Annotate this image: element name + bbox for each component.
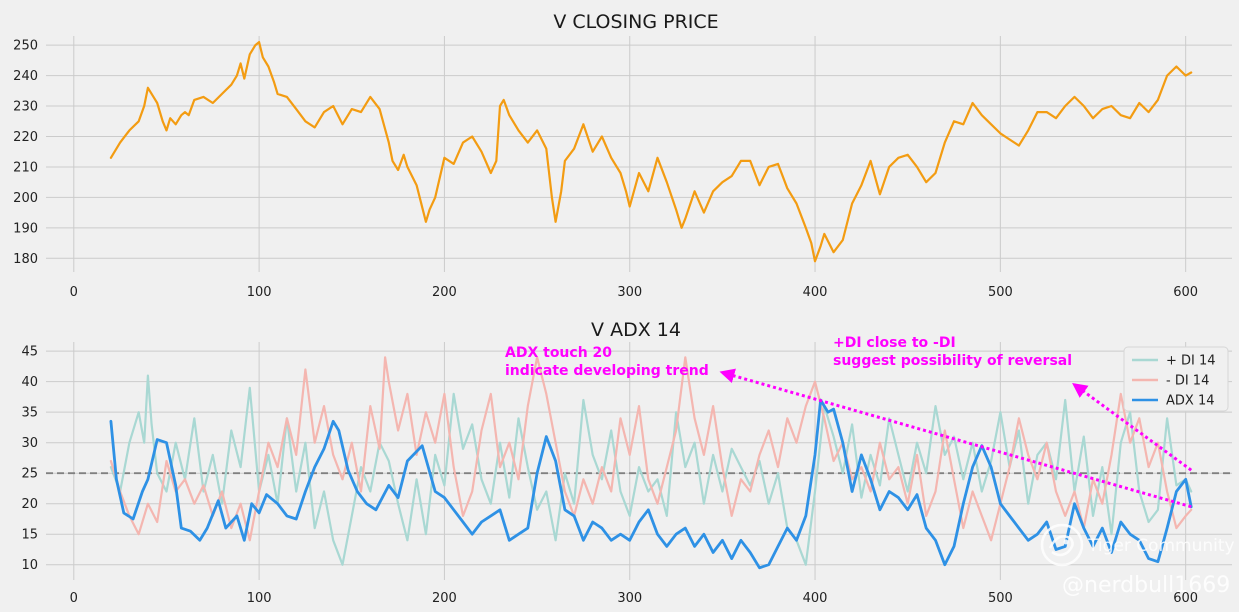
adx-x-tick-label-2: 200 <box>432 591 457 606</box>
watermark-brand: Tiger Community <box>1087 536 1235 556</box>
closing-price-title: V CLOSING PRICE <box>553 11 718 33</box>
closing-price-series <box>109 40 1193 263</box>
adx-legend: + DI 14 - DI 14 ADX 14 <box>1123 346 1229 412</box>
closing-price-y-tick-label-4: 220 <box>13 130 38 145</box>
adx-y-tick-label-0: 10 <box>21 558 38 573</box>
closing-price-x-tick-label-3: 300 <box>617 285 642 300</box>
closing-price-y-tick-label-3: 210 <box>13 160 38 175</box>
closing-price-x-tick-label-5: 500 <box>988 285 1013 300</box>
closing-price-x-tick-label-6: 600 <box>1173 285 1198 300</box>
watermark: Tiger Community @nerdbull1669 <box>1040 523 1235 598</box>
annotation-di-line2: suggest possibility of reversal <box>833 353 1072 369</box>
adx-y-tick-label-1: 15 <box>21 528 38 543</box>
tiger-logo-icon <box>1040 523 1084 567</box>
adx-legend-label-0: + DI 14 <box>1166 354 1216 369</box>
adx-x-tick-label-3: 300 <box>617 591 642 606</box>
annotation-di-close: +DI close to -DI suggest possibility of … <box>833 335 1072 369</box>
closing-price-x-tick-label-1: 100 <box>247 285 272 300</box>
closing-price-chart: V CLOSING PRICE 0 100 200 300 400 500 600 180 19… <box>13 11 1232 300</box>
closing-price-x-tick-label-4: 400 <box>803 285 828 300</box>
adx-series <box>46 356 1232 570</box>
annotations: ADX touch 20 indicate developing trend +… <box>505 335 1193 509</box>
adx-legend-label-2: ADX 14 <box>1166 394 1214 409</box>
annotation-arrow-1 <box>1072 382 1193 472</box>
annotation-adx-line2: indicate developing trend <box>505 363 709 379</box>
annotation-di-line1: +DI close to -DI <box>833 335 956 351</box>
closing-price-series-line-0 <box>109 40 1193 263</box>
closing-price-x-tick-label-2: 200 <box>432 285 457 300</box>
adx-chart: V ADX 14 0 100 200 300 400 500 600 10 15 20 25 30 35… <box>21 319 1232 606</box>
adx-y-tick-label-2: 20 <box>21 497 38 512</box>
adx-title: V ADX 14 <box>591 319 681 341</box>
watermark-handle: @nerdbull1669 <box>1062 573 1230 598</box>
closing-price-y-tick-label-5: 230 <box>13 100 38 115</box>
annotation-adx-line1: ADX touch 20 <box>505 345 612 361</box>
adx-y-tick-label-3: 25 <box>21 467 38 482</box>
adx-y-tick-label-6: 40 <box>21 375 38 390</box>
closing-price-x-tick-label-0: 0 <box>70 285 78 300</box>
adx-series-line-2 <box>109 398 1193 570</box>
closing-price-grid <box>46 36 1232 272</box>
closing-price-y-tick-label-7: 250 <box>13 39 38 54</box>
closing-price-y-tick-label-2: 200 <box>13 191 38 206</box>
closing-price-ticks: 0 100 200 300 400 500 600 180 190 200 210 220 230 240… <box>13 39 1198 300</box>
adx-ticks: 0 100 200 300 400 500 600 10 15 20 25 30 35 40 45 <box>21 345 1198 606</box>
adx-legend-box <box>1123 346 1229 412</box>
annotation-arrows <box>719 368 1193 509</box>
adx-y-tick-label-7: 45 <box>21 345 38 360</box>
adx-x-tick-label-0: 0 <box>70 591 78 606</box>
closing-price-y-tick-label-6: 240 <box>13 69 38 84</box>
adx-x-tick-label-5: 500 <box>988 591 1013 606</box>
adx-x-tick-label-1: 100 <box>247 591 272 606</box>
adx-x-tick-label-4: 400 <box>803 591 828 606</box>
adx-x-tick-label-6: 600 <box>1173 591 1198 606</box>
annotation-adx-touch-20: ADX touch 20 indicate developing trend <box>505 345 709 379</box>
closing-price-y-tick-label-0: 180 <box>13 252 38 267</box>
adx-series-line-1 <box>109 356 1193 542</box>
adx-y-tick-label-5: 35 <box>21 406 38 421</box>
adx-legend-label-1: - DI 14 <box>1166 374 1209 389</box>
closing-price-y-tick-label-1: 190 <box>13 221 38 236</box>
adx-y-tick-label-4: 30 <box>21 436 38 451</box>
